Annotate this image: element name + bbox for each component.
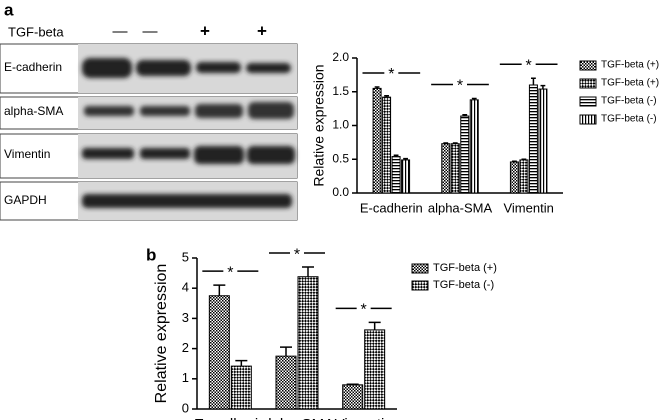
legend-label: TGF-beta (-) (433, 279, 494, 291)
x-tick-label: E-cadherin (360, 200, 423, 215)
bar (401, 159, 411, 194)
x-tick-label: E-cadherin (194, 416, 267, 420)
y-tick-label: 2 (182, 340, 189, 355)
y-tick-label: 2.0 (332, 50, 349, 64)
y-tick-label: 1 (182, 370, 189, 385)
legend-swatch (411, 280, 429, 291)
y-tick-label: 1.5 (332, 84, 349, 98)
legend-swatch (411, 263, 429, 274)
lane-label: + (200, 21, 210, 40)
annotation: * (457, 78, 463, 95)
legend-swatch (579, 96, 597, 107)
bar (528, 84, 538, 194)
blot-row-label: alpha-SMA (4, 104, 63, 118)
error-bar (280, 346, 292, 357)
legend-swatch (579, 60, 597, 71)
annotation: * (227, 264, 233, 281)
bar (230, 365, 252, 410)
error-bar (368, 321, 381, 330)
bar (372, 87, 382, 194)
error-bar (452, 142, 458, 144)
legend-label: TGF-beta (+) (601, 78, 659, 89)
annotation: * (361, 302, 367, 319)
error-bar (512, 160, 517, 163)
bar (519, 159, 529, 194)
error-bar (235, 359, 248, 367)
legend-swatch (579, 78, 597, 89)
error-bar (384, 95, 389, 98)
x-tick-label: alpha-SMA (428, 200, 493, 215)
annotation: * (526, 57, 532, 74)
y-tick-label: 0.5 (332, 151, 349, 165)
error-bar (443, 142, 449, 144)
legend-label: TGF-beta (-) (601, 114, 657, 125)
legend-label: TGF-beta (+) (601, 60, 659, 71)
y-axis-label: Relative expression (311, 64, 327, 186)
blot-row-label: Vimentin (4, 147, 50, 161)
y-tick-label: 1.0 (332, 118, 349, 132)
error-bar (346, 383, 359, 385)
y-tick-label: 0 (182, 400, 189, 415)
blot-row: alpha-SMA (0, 96, 298, 130)
legend-label: TGF-beta (+) (433, 262, 497, 274)
blot-row-label: GAPDH (4, 193, 47, 207)
bar (391, 156, 401, 194)
blot-row: GAPDH (0, 181, 298, 221)
error-bar (471, 97, 477, 100)
panel-label: a (4, 0, 14, 19)
bar (208, 295, 230, 410)
bar (509, 161, 519, 194)
y-tick-label: 3 (182, 310, 189, 325)
bar (469, 99, 479, 194)
error-bar (403, 157, 408, 160)
annotation: * (294, 246, 300, 263)
y-tick-label: 4 (182, 280, 189, 295)
lane-label: — (113, 23, 128, 40)
bar (275, 355, 297, 410)
blot-row: Vimentin (0, 133, 298, 179)
x-tick-label: Vimentin (335, 416, 393, 420)
annotation: * (388, 66, 394, 83)
bar (441, 143, 451, 194)
bar (538, 88, 548, 194)
treatment-label: TGF-beta (8, 24, 64, 39)
y-tick-label: 5 (182, 249, 189, 264)
error-bar (302, 266, 314, 277)
blot-row: E-cadherin (0, 43, 298, 94)
panel-label: b (146, 245, 156, 264)
bar (450, 143, 460, 194)
error-bar (462, 113, 468, 117)
legend-label: TGF-beta (-) (601, 96, 657, 107)
error-bar (374, 86, 380, 89)
legend-swatch (579, 114, 597, 125)
x-tick-label: alpha-SMA (260, 416, 334, 420)
error-bar (540, 84, 546, 90)
y-tick-label: 0.0 (332, 185, 349, 199)
error-bar (521, 158, 527, 160)
error-bar (531, 77, 536, 85)
lane-label: — (143, 23, 158, 40)
y-axis-label: Relative expression (153, 264, 170, 404)
x-tick-label: Vimentin (503, 200, 553, 215)
blot-row-label: E-cadherin (4, 60, 62, 74)
bar (382, 96, 392, 194)
bar (297, 276, 319, 410)
lane-label: + (257, 21, 267, 40)
error-bar (213, 284, 226, 296)
bar (364, 329, 386, 410)
bar (460, 115, 470, 194)
error-bar (393, 154, 399, 157)
bar (342, 384, 364, 410)
